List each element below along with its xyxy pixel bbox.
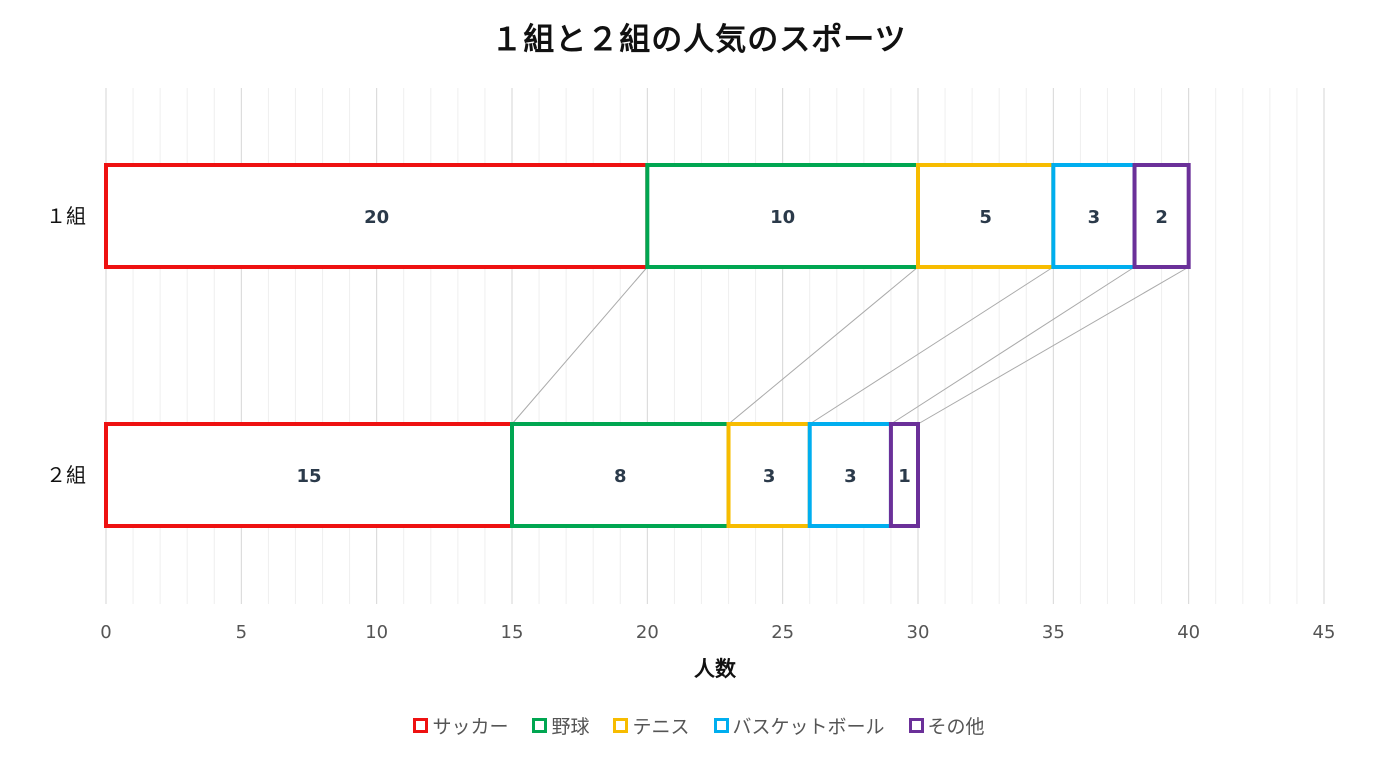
connector-layer — [511, 266, 1189, 425]
data-label: 5 — [979, 207, 992, 228]
legend-item[interactable]: テニス — [613, 712, 690, 739]
legend-item[interactable]: 野球 — [532, 712, 589, 739]
label-layer: 20 10 5 3 2 15 8 3 3 1 — [296, 207, 1167, 487]
x-tick-label: 5 — [236, 622, 247, 643]
y-category-label: １組 — [46, 204, 86, 228]
legend-swatch — [413, 718, 429, 733]
legend-swatch — [713, 718, 729, 733]
bar-segment — [916, 163, 1056, 269]
bar-segment — [1051, 163, 1137, 269]
data-label: 3 — [1088, 207, 1101, 228]
legend-item[interactable]: バスケットボール — [713, 712, 885, 739]
data-label: 8 — [614, 466, 627, 487]
connector-line — [917, 266, 1189, 425]
x-tick-label: 20 — [636, 622, 659, 643]
connector-line — [511, 266, 648, 425]
x-tick-label: 45 — [1313, 622, 1336, 643]
chart-title: １組と２組の人気のスポーツ — [491, 22, 907, 58]
bar-segment — [104, 422, 514, 528]
data-label: 15 — [296, 466, 321, 487]
x-tick-label: 0 — [100, 622, 111, 643]
bar-segment — [726, 422, 812, 528]
x-tick-label: 25 — [771, 622, 794, 643]
legend: サッカー 野球 テニス バスケットボール その他 — [0, 712, 1398, 739]
bar-segment — [510, 422, 731, 528]
data-label: 1 — [898, 466, 911, 487]
data-label: 10 — [770, 207, 795, 228]
legend-item[interactable]: サッカー — [413, 712, 508, 739]
legend-label: テニス — [632, 716, 690, 738]
bar-segment — [104, 163, 650, 269]
x-tick-label: 40 — [1177, 622, 1200, 643]
data-label: 20 — [364, 207, 389, 228]
connector-line — [728, 266, 919, 425]
data-label: 3 — [763, 466, 776, 487]
legend-swatch — [613, 718, 629, 733]
bar-segment — [1132, 163, 1191, 269]
x-tick-label: 15 — [501, 622, 524, 643]
legend-label: バスケットボール — [732, 716, 885, 738]
legend-swatch — [532, 718, 548, 733]
x-tick-label: 35 — [1042, 622, 1065, 643]
legend-label: その他 — [927, 716, 985, 738]
legend-label: 野球 — [551, 716, 590, 738]
bar-segment — [645, 163, 920, 269]
y-category-label: ２組 — [46, 463, 86, 487]
bar-layer — [104, 163, 1191, 528]
legend-label: サッカー — [432, 716, 509, 738]
x-tick-label: 10 — [365, 622, 388, 643]
connector-line — [809, 266, 1054, 425]
bar-segment — [888, 422, 921, 528]
legend-item[interactable]: その他 — [908, 712, 985, 739]
data-label: 2 — [1155, 207, 1168, 228]
data-label: 3 — [844, 466, 857, 487]
connector-line — [890, 266, 1135, 425]
legend-swatch — [908, 718, 924, 733]
x-axis-title: 人数 — [694, 657, 737, 681]
x-tick-label: 30 — [907, 622, 930, 643]
